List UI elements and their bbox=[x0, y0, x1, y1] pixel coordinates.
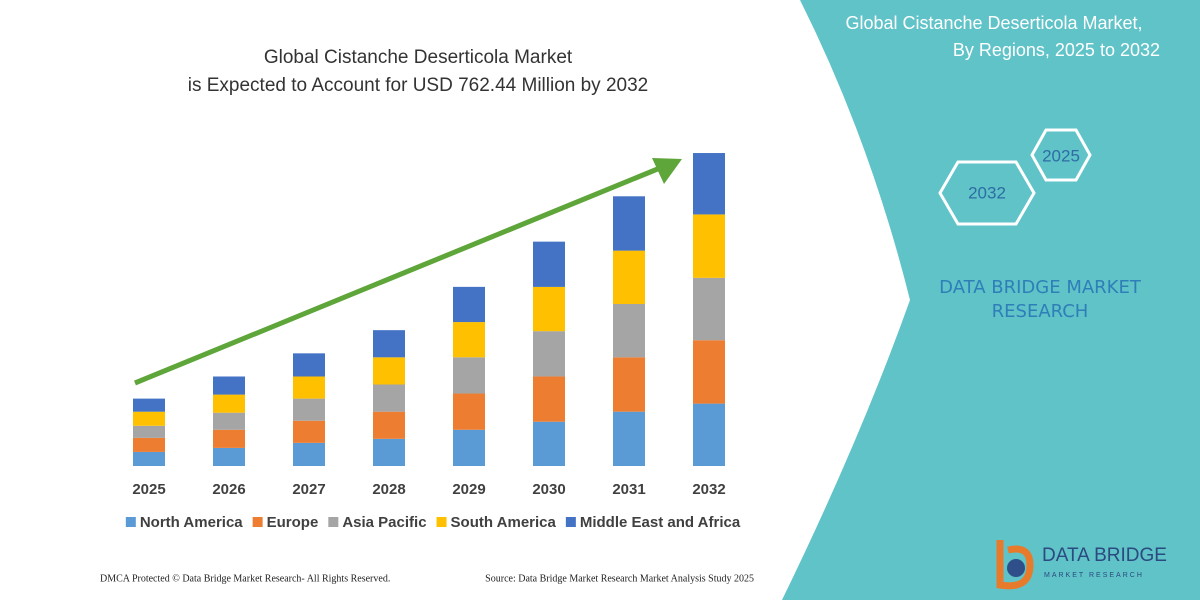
bar-segment bbox=[613, 196, 645, 251]
x-tick-label: 2027 bbox=[292, 481, 325, 498]
legend: North America Europe Asia Pacific South Ame… bbox=[125, 514, 741, 531]
panel-title: By Regions, 2025 to 2032 bbox=[953, 40, 1160, 60]
bar-segment bbox=[293, 442, 325, 466]
bar-segment bbox=[213, 429, 245, 448]
bar-segment bbox=[133, 398, 165, 412]
bar-segment bbox=[453, 429, 485, 466]
legend-swatch bbox=[125, 517, 136, 527]
bar-segment bbox=[453, 357, 485, 394]
hexagon bbox=[938, 160, 1036, 226]
x-tick-label: 2025 bbox=[132, 481, 165, 498]
bar-segment bbox=[693, 340, 725, 404]
hexagon-label: 2025 bbox=[1042, 146, 1080, 165]
x-tick-label: 2031 bbox=[612, 481, 645, 498]
bar-segment bbox=[133, 425, 165, 438]
bar-segment bbox=[133, 437, 165, 452]
legend-label: Middle East and Africa bbox=[580, 514, 741, 531]
bar-segment bbox=[133, 451, 165, 466]
logo: DATA BRIDGE MARKET RESEARCH bbox=[996, 540, 1167, 590]
bar-segment bbox=[213, 447, 245, 466]
legend-swatch bbox=[565, 517, 576, 527]
bar-segment bbox=[533, 286, 565, 332]
trend-arrow-head bbox=[652, 158, 682, 184]
bar-segment bbox=[533, 331, 565, 377]
bar-segment bbox=[533, 376, 565, 422]
bar-segment bbox=[693, 277, 725, 341]
chart-title: Global Cistanche Deserticola Market bbox=[264, 47, 573, 68]
footer-note: DMCA Protected © Data Bridge Market Rese… bbox=[100, 573, 390, 584]
bar-segment bbox=[213, 376, 245, 395]
hexagon-label: 2032 bbox=[968, 183, 1006, 202]
bar-segment bbox=[293, 376, 325, 399]
bar-segment bbox=[293, 398, 325, 421]
brand-name: DATA BRIDGE MARKET RESEARCH bbox=[939, 277, 1141, 322]
bar-segment bbox=[373, 330, 405, 358]
bar-segment bbox=[693, 403, 725, 466]
legend-swatch bbox=[252, 517, 263, 527]
bar-segment bbox=[613, 250, 645, 304]
bar-segment bbox=[293, 353, 325, 377]
bar-segment bbox=[453, 322, 485, 358]
chart-title: is Expected to Account for USD 762.44 Mi… bbox=[188, 75, 648, 96]
bar-segment bbox=[453, 393, 485, 430]
legend-label: North America bbox=[140, 514, 243, 531]
bar-segment bbox=[213, 412, 245, 430]
x-tick-label: 2030 bbox=[532, 481, 565, 498]
hexagon bbox=[1030, 128, 1092, 182]
bar-segment bbox=[373, 438, 405, 466]
legend-swatch bbox=[328, 517, 339, 527]
bar-segment bbox=[453, 286, 485, 323]
logo-tagline: MARKET RESEARCH bbox=[1044, 572, 1144, 579]
panel-title: Global Cistanche Deserticola Market, bbox=[845, 13, 1142, 33]
footer-note: Source: Data Bridge Market Research Mark… bbox=[485, 573, 754, 584]
logo-mark bbox=[996, 540, 1034, 590]
legend-label: Asia Pacific bbox=[342, 514, 426, 531]
legend-swatch bbox=[436, 517, 447, 527]
x-tick-label: 2026 bbox=[212, 481, 245, 498]
bar-segment bbox=[533, 241, 565, 287]
bar-segment bbox=[373, 411, 405, 439]
bar-segment bbox=[613, 411, 645, 466]
bar-segment bbox=[293, 420, 325, 443]
bar-segment bbox=[613, 303, 645, 358]
side-panel bbox=[782, 0, 1200, 600]
bar-segment bbox=[133, 411, 165, 426]
logo-name: DATA BRIDGE bbox=[1042, 545, 1167, 566]
legend-label: South America bbox=[451, 514, 557, 531]
bar-segment bbox=[213, 394, 245, 413]
bar-segment bbox=[613, 357, 645, 412]
bar-segment bbox=[693, 153, 725, 215]
bar-segment bbox=[533, 421, 565, 466]
logo-mark bbox=[1007, 559, 1025, 577]
bar-segment bbox=[373, 384, 405, 412]
x-tick-label: 2032 bbox=[692, 481, 725, 498]
legend-label: Europe bbox=[267, 514, 319, 531]
bar-segment bbox=[693, 214, 725, 278]
x-tick-label: 2028 bbox=[372, 481, 405, 498]
x-tick-label: 2029 bbox=[452, 481, 485, 498]
bar-segment bbox=[373, 357, 405, 385]
trend-arrow bbox=[134, 165, 661, 386]
